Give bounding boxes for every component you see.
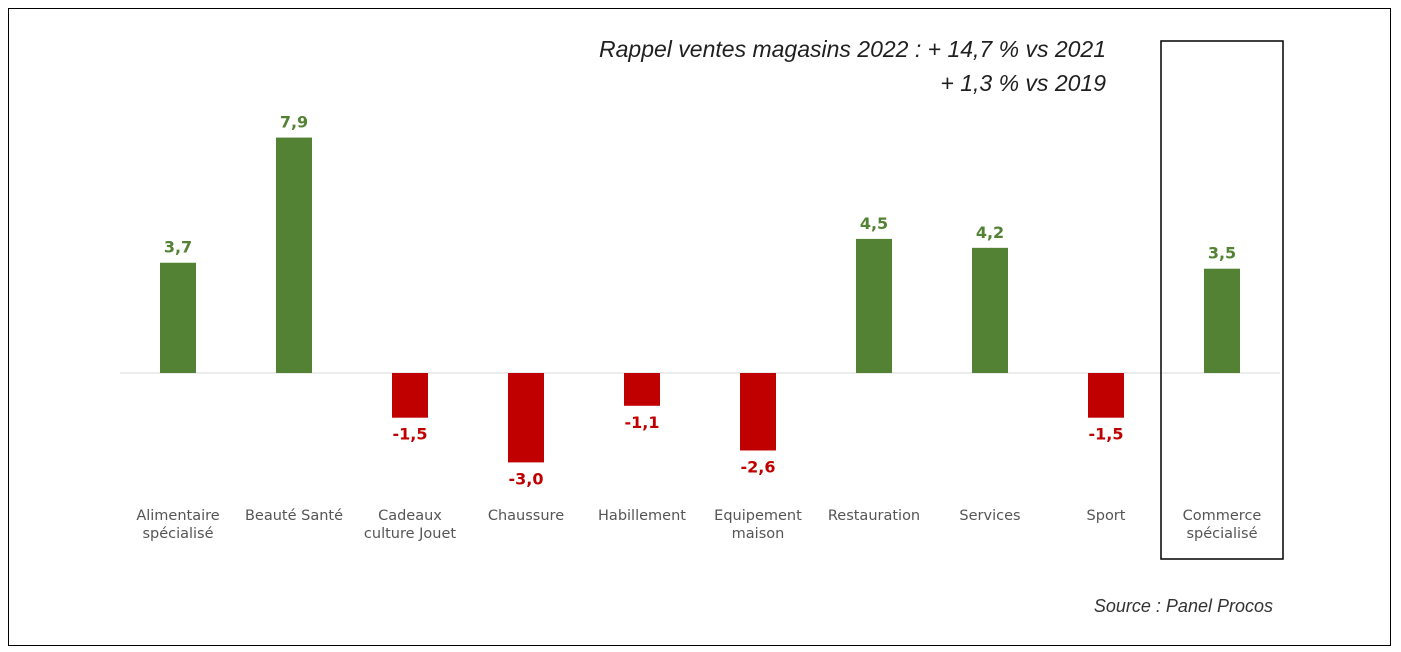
source-note: Source : Panel Procos <box>1093 596 1273 616</box>
x-tick-label-6: Restauration <box>828 508 920 524</box>
data-label-7: 4,2 <box>976 223 1004 242</box>
bar-0 <box>160 262 196 373</box>
x-tick-label-0: Alimentaire spécialisé <box>136 508 219 542</box>
annotation-line-2: + 1,3 % vs 2019 <box>940 70 1106 96</box>
data-label-2: -1,5 <box>393 425 428 444</box>
bar-9 <box>1204 268 1240 373</box>
data-label-8: -1,5 <box>1089 425 1124 444</box>
bar-1 <box>276 137 312 373</box>
bar-7 <box>972 247 1008 373</box>
data-label-3: -3,0 <box>509 469 544 488</box>
bar-4 <box>624 373 660 406</box>
bar-8 <box>1088 373 1124 418</box>
bar-6 <box>856 238 892 373</box>
x-tick-label-3: Chaussure <box>488 508 564 524</box>
data-label-5: -2,6 <box>741 457 776 476</box>
x-tick-label-9: Commerce spécialisé <box>1183 508 1262 542</box>
chart-frame <box>8 8 1391 646</box>
data-label-9: 3,5 <box>1208 244 1236 263</box>
x-tick-label-1: Beauté Santé <box>245 508 343 524</box>
x-tick-label-7: Services <box>959 508 1020 524</box>
bar-5 <box>740 373 776 451</box>
bar-3 <box>508 373 544 463</box>
x-tick-label-8: Sport <box>1087 508 1126 524</box>
annotation-line-1: Rappel ventes magasins 2022 : + 14,7 % v… <box>599 36 1106 62</box>
x-tick-label-5: Equipement maison <box>714 508 802 542</box>
highlight-box <box>1160 40 1284 560</box>
data-label-4: -1,1 <box>625 413 660 432</box>
x-tick-label-4: Habillement <box>598 508 686 524</box>
data-label-0: 3,7 <box>164 238 192 257</box>
bar-2 <box>392 373 428 418</box>
data-label-6: 4,5 <box>860 214 888 233</box>
x-tick-label-2: Cadeaux culture Jouet <box>364 508 456 542</box>
data-label-1: 7,9 <box>280 113 308 132</box>
